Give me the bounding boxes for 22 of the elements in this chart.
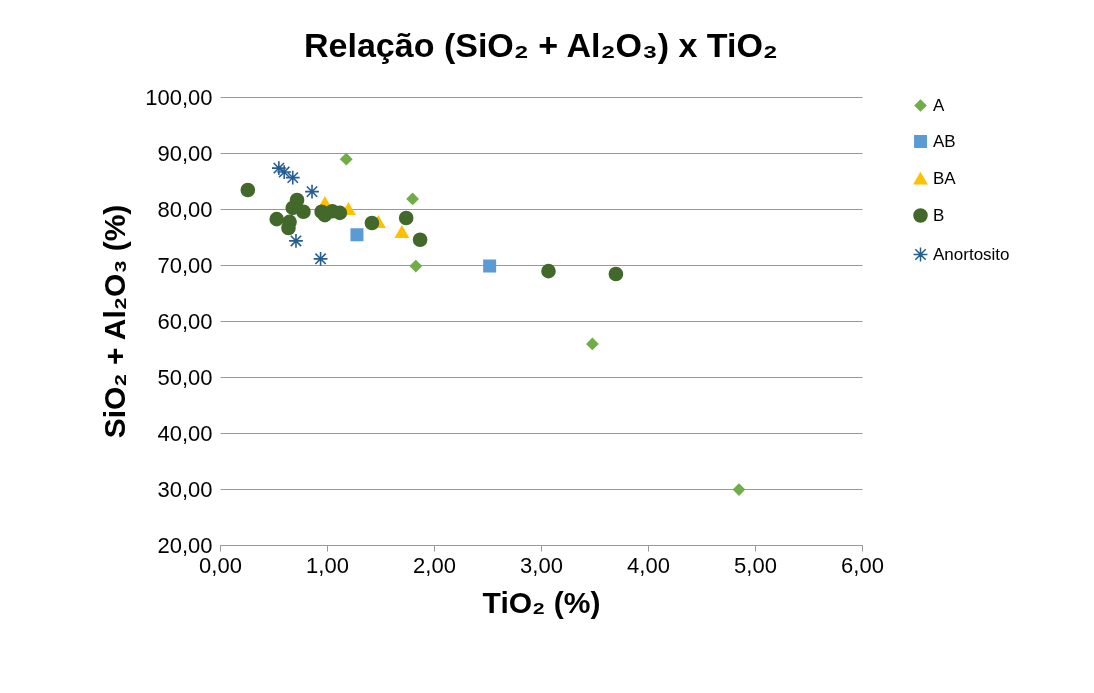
legend-label: B [933, 205, 945, 225]
y-tick-label: 30,00 [157, 476, 213, 502]
chart-title: Relação (SiO₂ + Al₂O₃) x TiO₂ [304, 26, 778, 64]
y-tick-label: 80,00 [157, 196, 213, 222]
x-tick-label: 4,00 [627, 552, 670, 578]
y-tick-label: 50,00 [157, 364, 213, 390]
y-tick-label: 100,00 [145, 84, 213, 110]
x-tick-label: 2,00 [413, 552, 456, 578]
x-tick-label: 3,00 [520, 552, 563, 578]
legend-label: Anortosito [933, 244, 1010, 264]
x-tick-label: 1,00 [306, 552, 349, 578]
y-tick-label: 40,00 [157, 420, 213, 446]
x-tick-label: 5,00 [734, 552, 777, 578]
x-tick-label: 6,00 [841, 552, 884, 578]
legend-label: AB [933, 131, 956, 151]
y-tick-label: 70,00 [157, 252, 213, 278]
y-tick-label: 60,00 [157, 308, 213, 334]
legend-label: BA [933, 168, 957, 188]
x-axis-title: TiO₂ (%) [482, 585, 601, 619]
legend-label: A [933, 95, 945, 115]
y-tick-label: 90,00 [157, 140, 213, 166]
y-axis-title: SiO₂ + Al₂O₃ (%) [98, 204, 132, 439]
